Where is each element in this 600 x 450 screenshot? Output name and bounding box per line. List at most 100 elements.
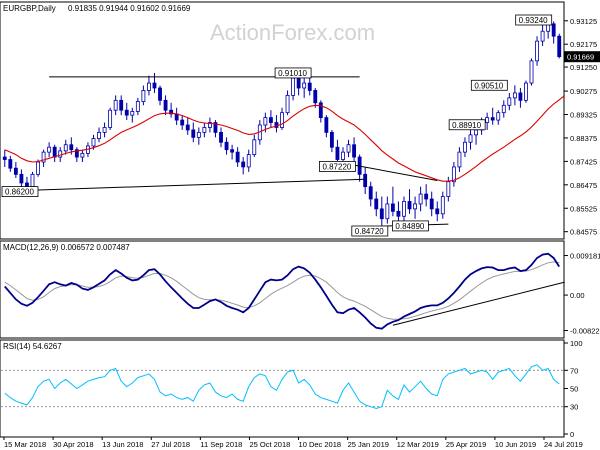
candle-body (2, 156, 7, 160)
candle-body (8, 159, 13, 169)
macd-title: MACD(12,26,9) 0.006572 0.007487 (3, 243, 130, 252)
candle-body (147, 82, 151, 91)
candle-body (474, 129, 478, 136)
date-tick-label: 15 Mar 2018 (4, 440, 46, 449)
axis-layer: 15 Mar 2018 30 Apr 2018 13 Jun 2018 27 Jul … (3, 437, 583, 449)
price-tick-label: 0.88375 (570, 134, 597, 143)
price-layer: 0.93125 0.92175 0.91250 0.90275 0.89325 0.883… (1, 14, 600, 237)
price-annotation-box (274, 67, 312, 79)
candle-body (507, 97, 512, 106)
price-annotation-label: 0.87220 (322, 162, 351, 171)
macd-signal-line (4, 261, 560, 320)
candle-body (407, 201, 412, 210)
candle-body (36, 161, 40, 175)
candle-body (196, 131, 201, 138)
candle-body (385, 203, 390, 220)
date-tick-label: 24 Jul 2019 (544, 440, 583, 449)
price-annotation-label: 0.93240 (519, 16, 548, 25)
candle-body (280, 112, 284, 128)
price-annotation-label: 0.84720 (355, 227, 384, 236)
price-tick-label: 0.86475 (570, 181, 597, 190)
candle-body (440, 196, 445, 215)
candle-body (158, 87, 162, 101)
candle-body (202, 127, 207, 133)
candle-body (246, 154, 251, 168)
candle-body (374, 198, 379, 210)
date-tick-label: 11 Sep 2018 (200, 440, 242, 449)
candle-body (501, 104, 506, 114)
candle-body (529, 60, 534, 84)
candle-body (19, 173, 24, 184)
candle-body (252, 139, 257, 156)
candle-body (396, 210, 401, 217)
rsi-tick-label: 100 (570, 339, 583, 348)
candle-body (13, 167, 18, 175)
price-tick-label: 0.84575 (570, 228, 597, 237)
price-annotation-box (515, 14, 553, 26)
price-tick-label: 0.93125 (570, 17, 597, 26)
macd-tick-label: -0.008225 (570, 327, 600, 336)
candle-body (119, 99, 124, 111)
date-tick-label: 30 Apr 2018 (53, 440, 93, 449)
price-tick-label: 0.92175 (570, 40, 597, 49)
macd-layer: 0.009181 0.00 -0.008225 (4, 252, 600, 336)
price-annotation-box (351, 225, 389, 237)
date-tick-label: 10 Dec 2018 (299, 440, 342, 449)
candle-body (540, 30, 545, 42)
price-panel (0, 1, 565, 240)
candle-body (124, 109, 129, 116)
candle-body (379, 208, 384, 220)
price-tick-label: 0.85525 (570, 204, 597, 213)
rsi-line (4, 364, 560, 410)
candle-body (108, 109, 113, 128)
candle-body (235, 151, 240, 163)
candle-body (446, 181, 451, 197)
candle-body (230, 149, 235, 153)
rsi-layer: 100 70 50 30 0 (1, 339, 583, 439)
candle-body (41, 151, 46, 163)
price-annotation-label: 0.91010 (278, 69, 307, 78)
candle-body (363, 173, 368, 188)
date-tick-label: 27 Jul 2018 (151, 440, 190, 449)
candle-body (307, 82, 312, 91)
date-tick-label: 25 Apr 2019 (446, 440, 486, 449)
candle-body (557, 35, 562, 58)
candle-body (413, 203, 417, 210)
candle-body (524, 82, 528, 101)
candle-body (152, 82, 157, 89)
candle-body (135, 101, 140, 112)
price-annotation-box (470, 79, 508, 91)
current-price-box (564, 51, 600, 63)
candle-body (180, 119, 185, 126)
price-annotation-label: 0.90510 (474, 81, 503, 90)
candle-body (346, 144, 351, 153)
date-tick-label: 12 Mar 2019 (397, 440, 439, 449)
candle-body (285, 95, 290, 114)
candle-body (535, 40, 539, 62)
price-tick-label: 0.90275 (570, 87, 597, 96)
price-annotation-box (392, 220, 429, 232)
price-annotation-label: 0.84890 (395, 222, 424, 231)
candle-body (52, 146, 57, 158)
rsi-tick-label: 30 (570, 403, 578, 412)
date-tick-label: 25 Jan 2019 (348, 440, 389, 449)
candle-body (185, 124, 190, 131)
candle-body (318, 102, 323, 119)
rsi-title: RSI(14) 54.6267 (3, 342, 62, 351)
candle-body (302, 82, 307, 89)
candle-body (69, 144, 74, 151)
candle-body (213, 122, 218, 133)
trendline (26, 178, 366, 191)
macd-line (4, 252, 560, 330)
moving-average-line (4, 94, 566, 182)
candle-body (219, 131, 223, 143)
candle-body (490, 117, 495, 121)
candle-body (58, 150, 63, 158)
candle-body (485, 117, 490, 123)
price-annotation-box (448, 119, 486, 131)
price-tick-label: 0.89325 (570, 111, 597, 120)
candle-body (263, 117, 268, 126)
candle-body (47, 146, 52, 153)
candle-body (163, 99, 168, 111)
candle-body (341, 151, 345, 160)
